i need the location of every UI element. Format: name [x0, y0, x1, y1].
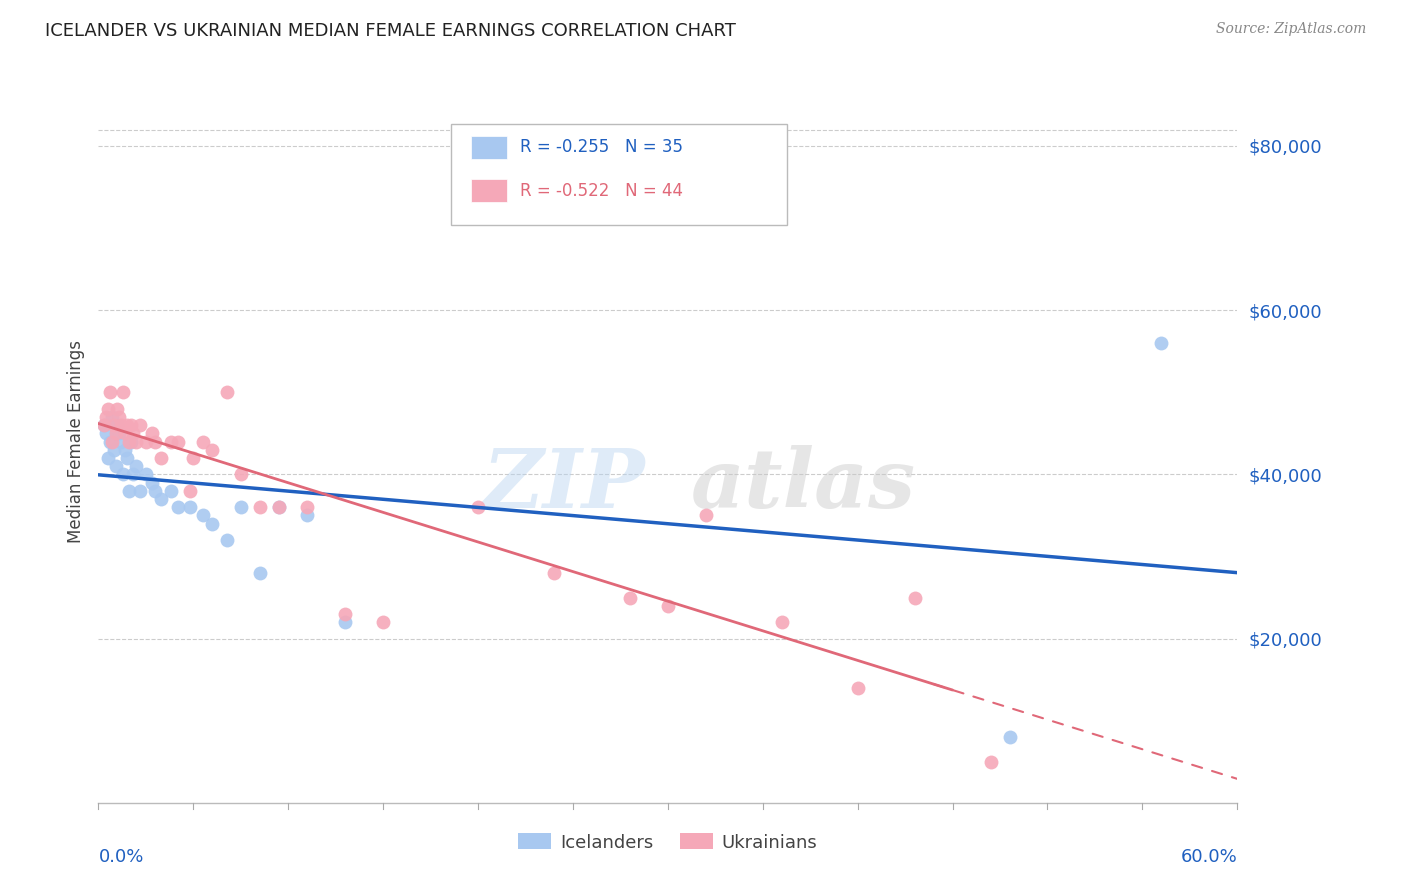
Text: Source: ZipAtlas.com: Source: ZipAtlas.com [1216, 22, 1367, 37]
Point [93, 418, 115, 433]
Point [104, 459, 127, 474]
Point [201, 516, 224, 531]
Point [135, 467, 157, 482]
Point [120, 434, 142, 449]
Point [112, 385, 135, 400]
Point [107, 401, 129, 416]
Text: 0.0%: 0.0% [98, 848, 143, 866]
Point [217, 385, 239, 400]
Point [1150, 336, 1173, 351]
Point [167, 434, 190, 449]
Point [141, 426, 163, 441]
Point [141, 475, 163, 490]
Text: ICELANDER VS UKRAINIAN MEDIAN FEMALE EARNINGS CORRELATION CHART: ICELANDER VS UKRAINIAN MEDIAN FEMALE EAR… [45, 22, 735, 40]
Point [98, 434, 121, 449]
Point [770, 615, 793, 630]
Point [998, 730, 1021, 744]
Point [97, 450, 120, 465]
FancyBboxPatch shape [471, 136, 508, 159]
Point [904, 591, 927, 605]
Point [108, 409, 131, 424]
FancyBboxPatch shape [451, 124, 787, 225]
Text: R = -0.255   N = 35: R = -0.255 N = 35 [520, 138, 683, 156]
Point [191, 508, 214, 523]
Point [297, 508, 319, 523]
Point [249, 500, 271, 515]
Point [100, 409, 122, 424]
Point [657, 599, 679, 613]
Point [93, 418, 115, 433]
Point [103, 442, 125, 457]
Point [695, 508, 717, 523]
Point [179, 483, 201, 498]
Point [229, 467, 252, 482]
Point [114, 442, 136, 457]
Point [121, 426, 143, 441]
Point [121, 467, 143, 482]
Point [103, 418, 125, 433]
Point [135, 434, 157, 449]
Point [371, 615, 394, 630]
Point [125, 434, 148, 449]
Point [110, 434, 132, 449]
Point [112, 467, 135, 482]
Point [94, 426, 117, 441]
Point [267, 500, 290, 515]
Point [115, 450, 138, 465]
Point [115, 418, 138, 433]
Point [979, 755, 1001, 769]
Text: 60.0%: 60.0% [1181, 848, 1237, 866]
Text: R = -0.522   N = 44: R = -0.522 N = 44 [520, 182, 683, 200]
Point [150, 491, 173, 506]
Point [118, 483, 141, 498]
Point [107, 418, 129, 433]
Point [98, 385, 121, 400]
Point [145, 483, 167, 498]
Point [110, 418, 132, 433]
Point [159, 483, 181, 498]
Point [114, 426, 136, 441]
Point [183, 450, 205, 465]
Legend: Icelanders, Ukrainians: Icelanders, Ukrainians [510, 826, 825, 859]
Point [108, 426, 131, 441]
Point [129, 418, 152, 433]
Point [167, 500, 190, 515]
Point [118, 434, 141, 449]
Point [467, 500, 489, 515]
Point [297, 500, 319, 515]
Point [159, 434, 181, 449]
FancyBboxPatch shape [471, 179, 508, 202]
Point [150, 450, 173, 465]
Point [125, 459, 148, 474]
Point [619, 591, 641, 605]
Point [191, 434, 214, 449]
Point [267, 500, 290, 515]
Point [104, 426, 127, 441]
Text: atlas: atlas [690, 445, 915, 524]
Point [249, 566, 271, 580]
Y-axis label: Median Female Earnings: Median Female Earnings [66, 340, 84, 543]
Point [335, 615, 357, 630]
Point [179, 500, 201, 515]
Point [229, 500, 252, 515]
Point [100, 434, 122, 449]
Point [201, 442, 224, 457]
Point [120, 418, 142, 433]
Text: ZIP: ZIP [482, 445, 645, 524]
Point [97, 401, 120, 416]
Point [145, 434, 167, 449]
Point [94, 409, 117, 424]
Point [217, 533, 239, 547]
Point [335, 607, 357, 621]
Point [129, 483, 152, 498]
Point [846, 681, 869, 695]
Point [543, 566, 565, 580]
